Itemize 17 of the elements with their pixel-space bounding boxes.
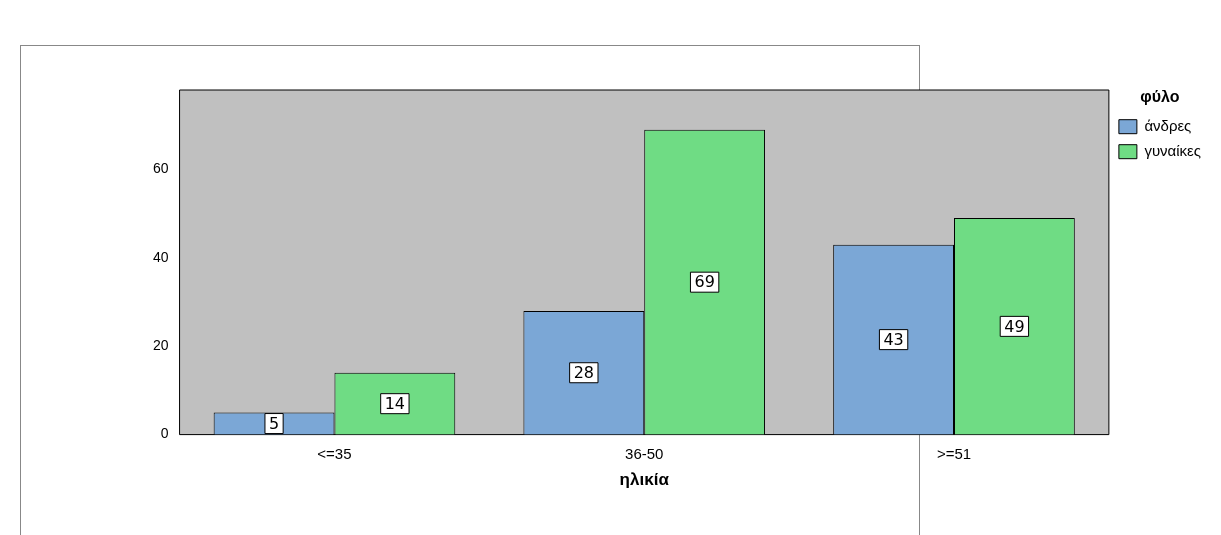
x-tick-label: 36-50 bbox=[625, 444, 664, 462]
legend-title: φύλο bbox=[1140, 88, 1180, 106]
x-tick-label: <=35 bbox=[317, 444, 352, 462]
y-tick-label: 60 bbox=[152, 160, 169, 177]
y-tick-label: 20 bbox=[152, 337, 169, 354]
legend-label: άνδρες bbox=[1144, 116, 1192, 134]
data-label: 14 bbox=[384, 393, 406, 413]
x-tick-label: >=51 bbox=[936, 444, 972, 462]
data-label: 69 bbox=[694, 272, 715, 292]
y-tick-label: 40 bbox=[152, 248, 169, 265]
legend-label: γυναίκες bbox=[1144, 141, 1201, 159]
data-label: 49 bbox=[1004, 316, 1025, 336]
y-tick-label: 0 bbox=[160, 425, 169, 442]
data-label: 43 bbox=[883, 329, 904, 349]
data-label: 5 bbox=[268, 413, 280, 433]
data-label: 28 bbox=[573, 362, 594, 382]
x-axis-title: ηλικία bbox=[619, 470, 670, 490]
